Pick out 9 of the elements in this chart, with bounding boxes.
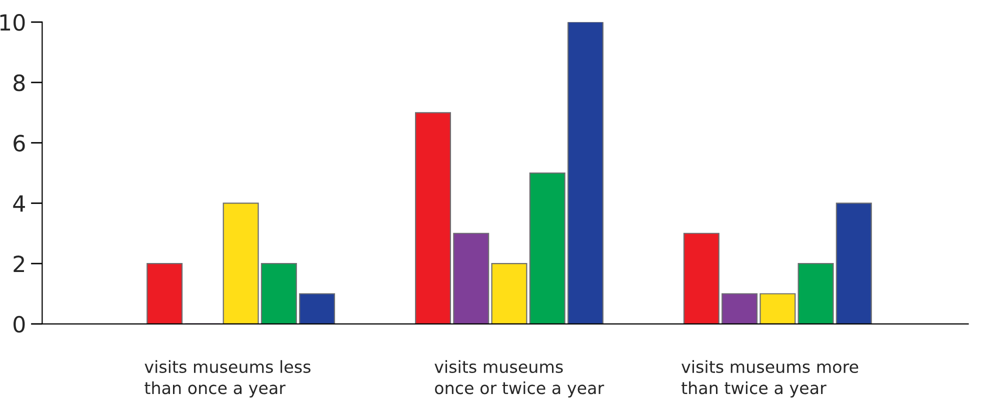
- x-tick-label: visits museums less than once a year: [144, 360, 310, 398]
- y-tick-label: 4: [13, 195, 25, 212]
- y-tick-label: 8: [14, 74, 25, 92]
- y-tick-label: 2: [14, 256, 24, 272]
- x-tick-label: visits museums more than twice a year: [681, 360, 858, 398]
- y-tick-label: 0: [14, 316, 25, 333]
- y-tick-label: 6: [14, 134, 25, 152]
- x-tick-label: visits museums once or twice a year: [434, 360, 604, 398]
- y-tick-label: 10: [0, 14, 25, 31]
